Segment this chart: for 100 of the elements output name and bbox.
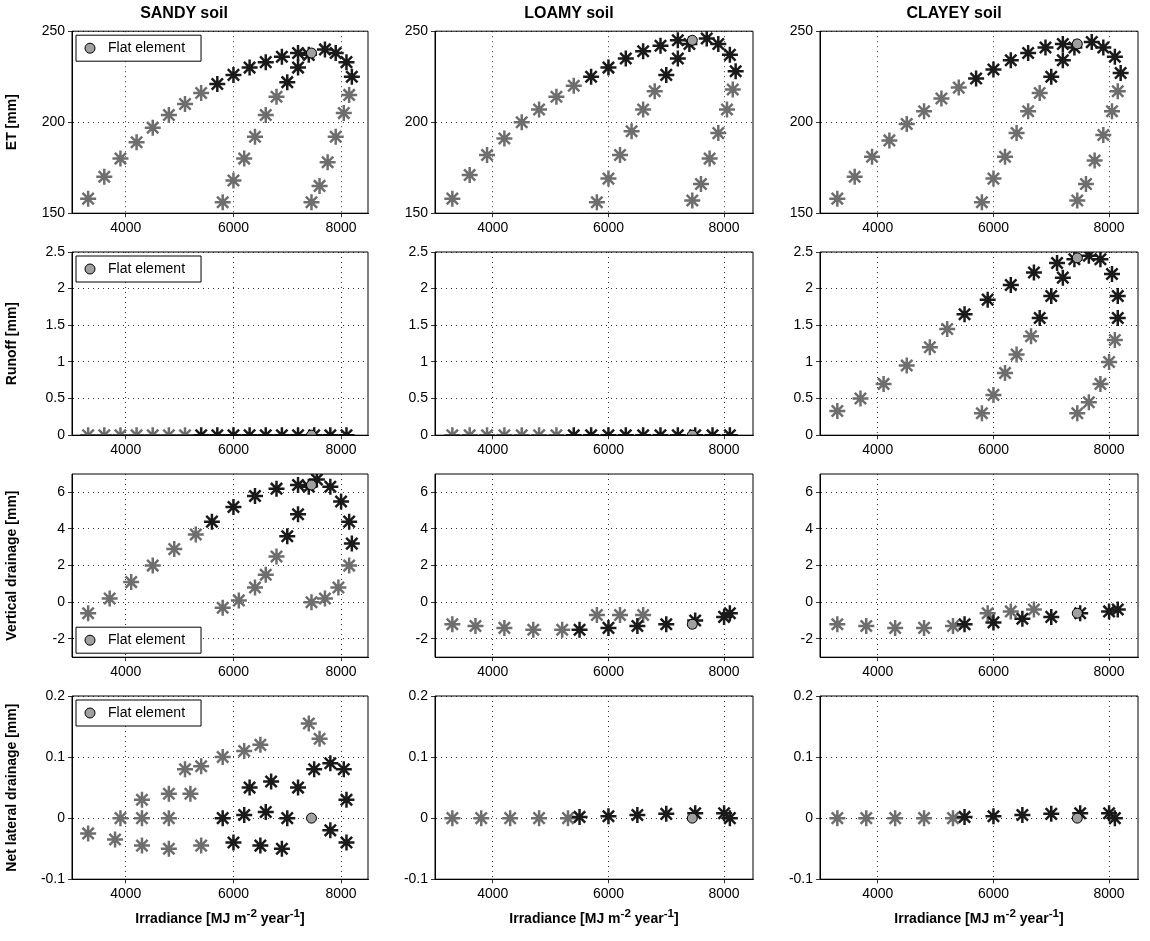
x-tick-label: 8000 bbox=[325, 219, 357, 236]
y-tick-label: 200 bbox=[789, 113, 814, 130]
x-tick-label: 4000 bbox=[862, 441, 894, 458]
y-axis-title: Net lateral drainage [mm] bbox=[3, 703, 20, 872]
y-tick-label: 250 bbox=[41, 22, 66, 39]
y-tick-label: 0 bbox=[57, 426, 66, 443]
y-tick-label: 1 bbox=[805, 352, 814, 369]
y-tick-label: 1.5 bbox=[408, 316, 429, 333]
y-tick-label: 1.5 bbox=[45, 316, 66, 333]
x-tick-label: 4000 bbox=[110, 441, 142, 458]
x-tick-label: 4000 bbox=[862, 219, 894, 236]
y-tick-label: 250 bbox=[404, 22, 429, 39]
y-tick-label: 1.5 bbox=[793, 316, 814, 333]
y-tick-label: 0 bbox=[420, 426, 429, 443]
y-tick-label: 0 bbox=[805, 808, 814, 825]
y-tick-label: 1 bbox=[420, 352, 429, 369]
y-tick-label: 0.5 bbox=[45, 389, 66, 406]
x-tick-label: 4000 bbox=[862, 885, 894, 902]
y-tick-label: 0 bbox=[805, 426, 814, 443]
x-tick-label: 6000 bbox=[217, 885, 250, 902]
x-tick-label: 8000 bbox=[708, 219, 740, 236]
y-tick-label: 0.1 bbox=[793, 747, 814, 764]
x-tick-label: 6000 bbox=[592, 441, 625, 458]
x-tick-label: 6000 bbox=[977, 219, 1010, 236]
y-tick-label: 150 bbox=[789, 204, 814, 221]
legend-label: Flat element bbox=[108, 39, 186, 56]
y-tick-label: 4 bbox=[57, 519, 66, 536]
y-tick-label: 0 bbox=[420, 593, 429, 610]
x-tick-label: 4000 bbox=[110, 663, 142, 680]
y-tick-label: 0.1 bbox=[45, 747, 66, 764]
y-tick-label: 6 bbox=[420, 483, 429, 500]
x-tick-label: 8000 bbox=[1093, 885, 1125, 902]
y-axis-title: ET [mm] bbox=[3, 94, 20, 151]
x-tick-label: 6000 bbox=[977, 663, 1010, 680]
legend-label: Flat element bbox=[108, 631, 186, 648]
y-tick-label: 2 bbox=[420, 556, 429, 573]
y-tick-label: 150 bbox=[404, 204, 429, 221]
x-tick-label: 6000 bbox=[977, 441, 1010, 458]
x-tick-label: 4000 bbox=[477, 663, 509, 680]
y-tick-label: 2.5 bbox=[408, 242, 429, 259]
x-tick-label: 6000 bbox=[977, 885, 1010, 902]
y-tick-label: 2 bbox=[805, 556, 814, 573]
x-tick-label: 8000 bbox=[325, 663, 357, 680]
x-tick-label: 8000 bbox=[708, 663, 740, 680]
y-tick-label: 2.5 bbox=[793, 242, 814, 259]
x-tick-label: 6000 bbox=[217, 219, 250, 236]
x-tick-label: 4000 bbox=[477, 441, 509, 458]
x-tick-label: 8000 bbox=[325, 885, 357, 902]
y-tick-label: -0.1 bbox=[40, 870, 66, 887]
chart-title: LOAMY soil bbox=[524, 4, 614, 22]
x-tick-label: 6000 bbox=[592, 219, 625, 236]
x-tick-label: 6000 bbox=[592, 663, 625, 680]
x-axis-title: Irradiance [MJ m$^{-2}$ year$^{-1}$] bbox=[135, 906, 305, 926]
y-tick-label: -2 bbox=[415, 629, 429, 646]
y-tick-label: 150 bbox=[41, 204, 66, 221]
y-tick-label: 2 bbox=[420, 279, 429, 296]
y-tick-label: 6 bbox=[805, 483, 814, 500]
y-tick-label: 2 bbox=[57, 279, 66, 296]
legend-label: Flat element bbox=[108, 259, 186, 276]
y-axis-title: Vertical drainage [mm] bbox=[3, 490, 20, 641]
y-tick-label: 0 bbox=[420, 808, 429, 825]
y-tick-label: 0.5 bbox=[793, 389, 814, 406]
x-tick-label: 8000 bbox=[708, 885, 740, 902]
y-axis-title: Runoff [mm] bbox=[3, 302, 20, 386]
chart-title: SANDY soil bbox=[140, 4, 228, 22]
y-tick-label: 4 bbox=[805, 519, 814, 536]
y-tick-label: 4 bbox=[420, 519, 429, 536]
x-tick-label: 6000 bbox=[217, 441, 250, 458]
y-tick-label: 2 bbox=[805, 279, 814, 296]
y-tick-label: 0.2 bbox=[45, 686, 66, 703]
x-tick-label: 4000 bbox=[110, 885, 142, 902]
y-tick-label: -2 bbox=[52, 629, 66, 646]
x-tick-label: 8000 bbox=[1093, 663, 1125, 680]
legend-label: Flat element bbox=[108, 703, 186, 720]
y-tick-label: 0 bbox=[57, 593, 66, 610]
y-tick-label: -2 bbox=[800, 629, 814, 646]
x-tick-label: 8000 bbox=[325, 441, 357, 458]
y-tick-label: 0.2 bbox=[793, 686, 814, 703]
x-tick-label: 4000 bbox=[477, 219, 509, 236]
y-tick-label: 0.1 bbox=[408, 747, 429, 764]
y-tick-label: 0.5 bbox=[408, 389, 429, 406]
chart-title: CLAYEY soil bbox=[906, 4, 1002, 22]
y-tick-label: 1 bbox=[57, 352, 66, 369]
y-tick-label: -0.1 bbox=[788, 870, 814, 887]
x-tick-label: 8000 bbox=[1093, 441, 1125, 458]
x-tick-label: 8000 bbox=[708, 441, 740, 458]
y-tick-label: 200 bbox=[41, 113, 66, 130]
x-tick-label: 4000 bbox=[862, 663, 894, 680]
y-tick-label: 250 bbox=[789, 22, 814, 39]
x-axis-title: Irradiance [MJ m$^{-2}$ year$^{-1}$] bbox=[894, 906, 1064, 926]
y-tick-label: -0.1 bbox=[403, 870, 429, 887]
y-tick-label: 2.5 bbox=[45, 242, 66, 259]
y-tick-label: 0.2 bbox=[408, 686, 429, 703]
y-tick-label: 0 bbox=[805, 593, 814, 610]
x-tick-label: 6000 bbox=[217, 663, 250, 680]
y-tick-label: 200 bbox=[404, 113, 429, 130]
x-tick-label: 8000 bbox=[1093, 219, 1125, 236]
y-tick-label: 6 bbox=[57, 483, 66, 500]
x-tick-label: 6000 bbox=[592, 885, 625, 902]
x-axis-title: Irradiance [MJ m$^{-2}$ year$^{-1}$] bbox=[509, 906, 679, 926]
